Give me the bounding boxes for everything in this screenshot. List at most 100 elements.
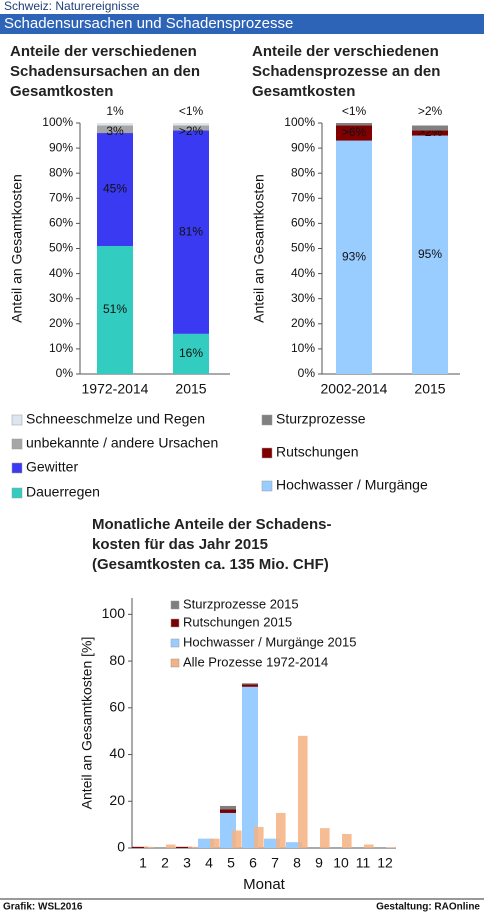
- value-label: 1%: [106, 104, 124, 118]
- bar: [144, 846, 154, 848]
- bar-segment: [336, 125, 372, 141]
- value-label: <1%: [342, 104, 367, 118]
- value-label: 51%: [103, 302, 127, 316]
- y-tick-label: 70%: [291, 190, 315, 204]
- bar-segment: [97, 245, 133, 374]
- header-top: Schweiz: Naturereignisse: [4, 0, 140, 13]
- chart-title: kosten für das Jahr 2015: [92, 536, 268, 553]
- x-tick-label: 2015: [414, 381, 445, 397]
- legend-swatch: [261, 447, 273, 459]
- y-tick-label: 0%: [298, 366, 316, 380]
- y-tick-label: 40%: [291, 266, 315, 280]
- banner: [0, 14, 484, 34]
- bar-segment: [412, 125, 448, 131]
- bar-segment: [264, 838, 280, 848]
- bar-segment: [132, 846, 148, 848]
- y-tick-label: 30%: [49, 291, 73, 305]
- bar: [188, 846, 198, 848]
- y-tick-label: 30%: [291, 291, 315, 305]
- y-tick-label: 40%: [49, 266, 73, 280]
- legend-label: Hochwasser / Murgänge 2015: [183, 634, 356, 649]
- y-tick-label: 80: [109, 652, 125, 668]
- bar-segment: [173, 130, 209, 334]
- bar: [364, 844, 374, 848]
- legend-swatch: [170, 638, 180, 648]
- value-label: >2%: [418, 104, 443, 118]
- bar-segment: [97, 133, 133, 246]
- value-label: 95%: [418, 247, 442, 261]
- y-tick-label: 90%: [49, 140, 73, 154]
- bar-segment: [173, 333, 209, 374]
- chart-title: Schadensursachen an den: [10, 63, 200, 80]
- bar: [210, 838, 220, 848]
- bar: [254, 826, 264, 848]
- x-tick-label: 1: [139, 855, 147, 871]
- chart-title: Monatliche Anteile der Schadens-: [92, 516, 332, 533]
- y-tick-label: 50%: [291, 241, 315, 255]
- y-tick-label: 100: [102, 605, 126, 621]
- bar-segment: [97, 123, 133, 126]
- legend-label: unbekannte / andere Ursachen: [26, 435, 218, 451]
- legend-swatch: [11, 487, 23, 499]
- y-tick-label: 100%: [42, 115, 73, 129]
- bar-segment: [220, 809, 236, 813]
- value-label: 3%: [106, 124, 124, 138]
- value-label: <1%: [179, 104, 204, 118]
- y-tick-label: 10%: [49, 341, 73, 355]
- legend-label: Rutschungen: [276, 444, 359, 460]
- legend-label: Alle Prozesse 1972-2014: [183, 654, 328, 669]
- legend-label: Gewitter: [26, 459, 78, 475]
- x-tick-label: 12: [377, 855, 393, 871]
- legend-swatch: [170, 658, 180, 668]
- x-tick-label: 9: [315, 855, 323, 871]
- y-tick-label: 80%: [291, 165, 315, 179]
- legend-swatch: [170, 618, 180, 628]
- x-tick-label: 1972-2014: [82, 381, 149, 397]
- legend-label: Sturzprozesse 2015: [183, 596, 299, 611]
- legend-label: Dauerregen: [26, 484, 100, 500]
- legend-label: Schneeschmelze und Regen: [26, 411, 205, 427]
- legend-swatch: [261, 480, 273, 492]
- x-tick-label: 6: [249, 855, 257, 871]
- bar-segment: [336, 140, 372, 374]
- bar-segment: [242, 683, 258, 685]
- x-tick-label: 2002-2014: [321, 381, 388, 397]
- y-tick-label: 100%: [284, 115, 315, 129]
- y-axis-title: Anteil an Gesamtkosten: [251, 174, 267, 323]
- chart-title: (Gesamtkosten ca. 135 Mio. CHF): [92, 556, 329, 573]
- bar: [232, 830, 242, 848]
- legend-swatch: [11, 414, 23, 426]
- bar: [276, 812, 286, 848]
- bar-segment: [173, 123, 209, 126]
- y-tick-label: 0: [117, 839, 125, 855]
- legend-swatch: [11, 462, 23, 474]
- value-label: 45%: [103, 182, 127, 196]
- bar: [320, 828, 330, 848]
- x-tick-label: 3: [183, 855, 191, 871]
- bar-segment: [176, 846, 192, 848]
- bar: [298, 735, 308, 848]
- y-tick-label: 60: [109, 699, 125, 715]
- bar-segment: [412, 135, 448, 374]
- value-label: 81%: [179, 224, 203, 238]
- y-tick-label: 90%: [291, 140, 315, 154]
- y-axis-title: Anteil an Gesamtkosten: [9, 174, 25, 323]
- footer-left: Grafik: WSL2016: [3, 902, 83, 913]
- legend-swatch: [11, 438, 23, 450]
- y-tick-label: 80%: [49, 165, 73, 179]
- x-tick-label: 10: [333, 855, 349, 871]
- y-axis-title: Anteil an Gesamtkosten [%]: [79, 637, 95, 810]
- banner-title: Schadensursachen und Schadensprozesse: [4, 15, 293, 32]
- legend-label: Hochwasser / Murgänge: [276, 477, 428, 493]
- y-tick-label: 60%: [49, 216, 73, 230]
- y-tick-label: 10%: [291, 341, 315, 355]
- y-tick-label: 0%: [56, 366, 74, 380]
- value-label: 93%: [342, 249, 366, 263]
- chart-title: Gesamtkosten: [10, 83, 113, 100]
- bar-segment: [242, 684, 258, 687]
- bar-segment: [286, 842, 302, 848]
- bar: [166, 844, 176, 848]
- legend-swatch: [261, 414, 273, 426]
- y-tick-label: 20%: [291, 316, 315, 330]
- bar-segment: [220, 805, 236, 810]
